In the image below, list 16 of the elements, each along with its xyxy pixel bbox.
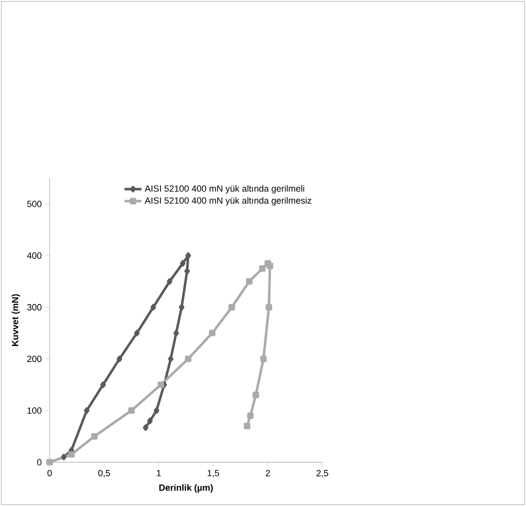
legend-label: AISI 52100 400 mN yük altında gerilmeli	[144, 185, 304, 194]
x-tick-label: 0	[47, 470, 52, 476]
y-tick-label: 200	[27, 356, 42, 362]
x-axis-title: Derinlik (µm)	[159, 484, 213, 493]
x-tick-label: 2	[266, 470, 270, 476]
y-tick-label: 500	[27, 200, 42, 208]
y-axis-title: Kuvvet (mN)	[12, 294, 20, 346]
x-tick-label: 1	[156, 470, 161, 476]
y-tick-label: 0	[37, 458, 42, 466]
y-tick-label: 300	[27, 304, 42, 310]
y-tick-label: 100	[28, 407, 42, 414]
y-tick-label: 400	[27, 252, 42, 259]
legend-label: AISI 52100 400 mN yük altında gerilmesiz	[144, 197, 312, 206]
x-tick-label: 1,5	[208, 470, 220, 478]
x-tick-label: 2,5	[316, 470, 328, 478]
x-tick-label: 0,5	[98, 470, 110, 478]
